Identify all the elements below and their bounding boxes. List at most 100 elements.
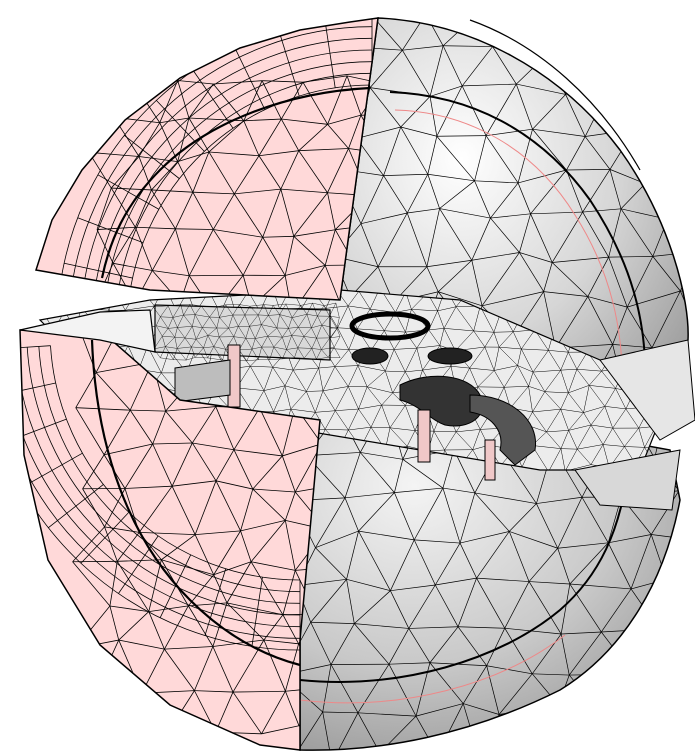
mesh-edge <box>259 407 283 457</box>
mesh-edge <box>213 561 252 576</box>
mesh-edge <box>405 309 412 333</box>
mesh-edge <box>532 673 570 676</box>
mesh-edge <box>215 480 241 532</box>
mesh-edge <box>258 150 299 157</box>
mesh-edge <box>474 492 510 532</box>
mesh-edge <box>427 136 438 175</box>
mesh-edge <box>291 317 299 328</box>
mesh-edge <box>377 212 408 267</box>
right-shell-edge <box>574 339 695 511</box>
mesh-edge <box>413 539 436 586</box>
mesh-edge <box>276 314 280 329</box>
mesh-edge <box>347 291 360 307</box>
mesh-edge <box>357 663 390 714</box>
mesh-edge <box>273 408 291 412</box>
mesh-edge <box>334 366 349 387</box>
mesh-edge <box>323 305 330 317</box>
mesh-edge <box>271 290 280 310</box>
mesh-edge <box>528 581 562 635</box>
mesh-edge <box>233 46 266 110</box>
mesh-edge <box>369 309 385 331</box>
mesh-edge <box>261 691 286 735</box>
mesh-edge <box>383 175 408 214</box>
mesh-edge <box>357 328 385 331</box>
mesh-edge <box>560 448 578 450</box>
mesh-edge <box>650 490 680 535</box>
mesh-edge <box>453 449 476 494</box>
mesh-edge <box>344 452 361 498</box>
mesh-edge <box>667 218 689 223</box>
mesh-edge <box>443 306 457 329</box>
mesh-edge <box>671 44 689 60</box>
mesh-edge <box>238 326 246 339</box>
mesh-edge <box>560 409 569 431</box>
mesh-edge <box>408 626 459 629</box>
mesh-edge <box>243 118 282 122</box>
mesh-edge <box>195 314 210 318</box>
mesh-edge <box>244 306 250 316</box>
mesh-edge <box>413 487 444 541</box>
mesh-edge <box>264 304 274 306</box>
mesh-edge <box>288 328 292 336</box>
mesh-edge <box>258 314 269 316</box>
mesh-edge <box>612 307 628 345</box>
mesh-edge <box>311 315 318 328</box>
mesh-edge <box>566 136 586 171</box>
mesh-edge <box>381 392 393 406</box>
mesh-edge <box>356 126 401 139</box>
mesh-edge <box>159 122 179 162</box>
mesh-edge <box>201 305 218 308</box>
mesh-edge <box>402 45 444 51</box>
mesh-edge <box>258 155 282 190</box>
mesh-edge <box>160 316 169 329</box>
mesh-edge <box>552 256 609 263</box>
mesh-edge <box>346 531 359 580</box>
mesh-edge <box>380 753 438 754</box>
mesh-edge <box>620 208 654 257</box>
mesh-edge <box>125 305 155 311</box>
mesh-edge <box>261 80 282 120</box>
mesh-edge <box>268 305 274 316</box>
pin-right <box>484 439 496 481</box>
mesh-edge <box>519 213 531 253</box>
mesh-edge <box>543 291 588 297</box>
mesh-edge <box>82 454 105 489</box>
mesh-edge <box>304 357 317 360</box>
mesh-edge <box>285 303 293 318</box>
mesh-edge <box>302 81 328 125</box>
mesh-edge <box>249 326 256 339</box>
mesh-edge <box>238 314 246 327</box>
mesh-edge <box>180 304 184 316</box>
mesh-edge <box>385 370 406 373</box>
ring-component <box>349 311 431 341</box>
mesh-edge <box>530 211 583 215</box>
mesh-edge <box>135 226 176 230</box>
mesh-edge <box>476 5 509 15</box>
mesh-edge <box>164 646 213 650</box>
mesh-edge <box>429 85 463 97</box>
mesh-edge <box>429 626 459 663</box>
mesh-edge <box>160 305 169 317</box>
mesh-edge <box>335 302 340 318</box>
mesh-edge <box>175 192 194 229</box>
mesh-edge <box>191 346 196 358</box>
mesh-edge <box>184 326 193 339</box>
mesh-edge <box>658 579 667 629</box>
mesh-edge <box>134 189 152 228</box>
mesh-edge <box>532 371 546 392</box>
mesh-edge <box>435 577 477 586</box>
mesh-edge <box>385 370 393 393</box>
mesh-edge <box>20 418 67 445</box>
mesh-edge <box>249 304 265 307</box>
mesh-edge <box>544 54 581 58</box>
mesh-edge <box>459 492 476 544</box>
mesh-edge <box>357 365 368 387</box>
mesh-edge <box>316 324 322 339</box>
mesh-edge <box>331 712 359 751</box>
mesh-edge <box>359 452 395 493</box>
mesh-edge <box>282 328 289 338</box>
plate-component <box>154 304 331 361</box>
mesh-edge <box>195 530 241 536</box>
mesh-edge <box>569 583 632 590</box>
